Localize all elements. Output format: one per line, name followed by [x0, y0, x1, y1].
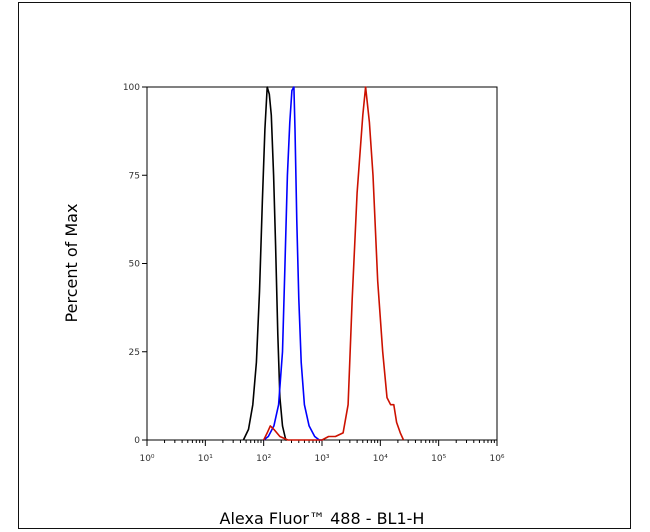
y-axis-ticks: 0 25 50 75 100 [123, 83, 147, 446]
y-tick-label: 100 [123, 83, 140, 93]
x-axis-ticks: 10⁰ 10¹ 10² 10³ 10⁴ 10⁵ 10⁶ [139, 440, 505, 464]
x-tick-label: 10³ [314, 454, 329, 464]
x-tick-label: 10⁶ [489, 454, 504, 464]
y-tick-label: 25 [129, 348, 140, 358]
histogram-series-line [262, 86, 405, 441]
figure-frame [18, 2, 631, 529]
y-tick-label: 75 [129, 171, 140, 181]
histogram-series-line [263, 86, 322, 441]
x-tick-label: 10² [256, 454, 271, 464]
x-axis-title: Alexa Fluor™ 488 - BL1-H [220, 509, 425, 528]
y-axis-title: Percent of Max [62, 204, 81, 323]
y-tick-label: 50 [129, 260, 141, 270]
x-tick-label: 10¹ [198, 454, 213, 464]
y-tick-label: 0 [134, 436, 140, 446]
histogram-series-line [242, 86, 287, 441]
series-layer [242, 86, 405, 441]
x-tick-label: 10⁵ [431, 454, 446, 464]
x-tick-label: 10⁰ [139, 454, 154, 464]
x-tick-label: 10⁴ [373, 454, 388, 464]
plot-area [146, 86, 498, 441]
